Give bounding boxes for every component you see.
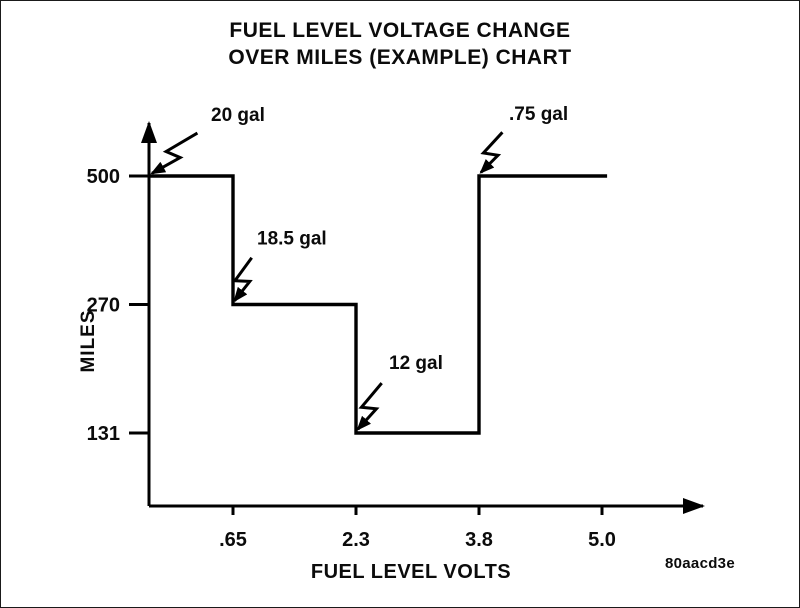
chart-title: FUEL LEVEL VOLTAGE CHANGE OVER MILES (EX… xyxy=(1,17,799,71)
svg-text:.75 gal: .75 gal xyxy=(509,104,568,125)
svg-text:2.3: 2.3 xyxy=(342,529,370,551)
figure-id: 80aacd3e xyxy=(665,555,735,572)
svg-text:20 gal: 20 gal xyxy=(211,105,265,126)
svg-text:18.5 gal: 18.5 gal xyxy=(257,229,327,250)
x-axis-label: FUEL LEVEL VOLTS xyxy=(310,561,512,583)
svg-text:5.0: 5.0 xyxy=(588,529,616,551)
chart-title-line1: FUEL LEVEL VOLTAGE CHANGE xyxy=(229,19,571,42)
svg-text:270: 270 xyxy=(87,295,120,317)
svg-text:3.8: 3.8 xyxy=(465,529,493,551)
y-axis-label: MILES xyxy=(78,309,99,373)
svg-text:12 gal: 12 gal xyxy=(389,353,443,374)
svg-text:.65: .65 xyxy=(219,529,247,551)
chart-title-line2: OVER MILES (EXAMPLE) CHART xyxy=(228,46,572,69)
svg-text:131: 131 xyxy=(87,423,120,445)
svg-text:500: 500 xyxy=(87,166,120,188)
